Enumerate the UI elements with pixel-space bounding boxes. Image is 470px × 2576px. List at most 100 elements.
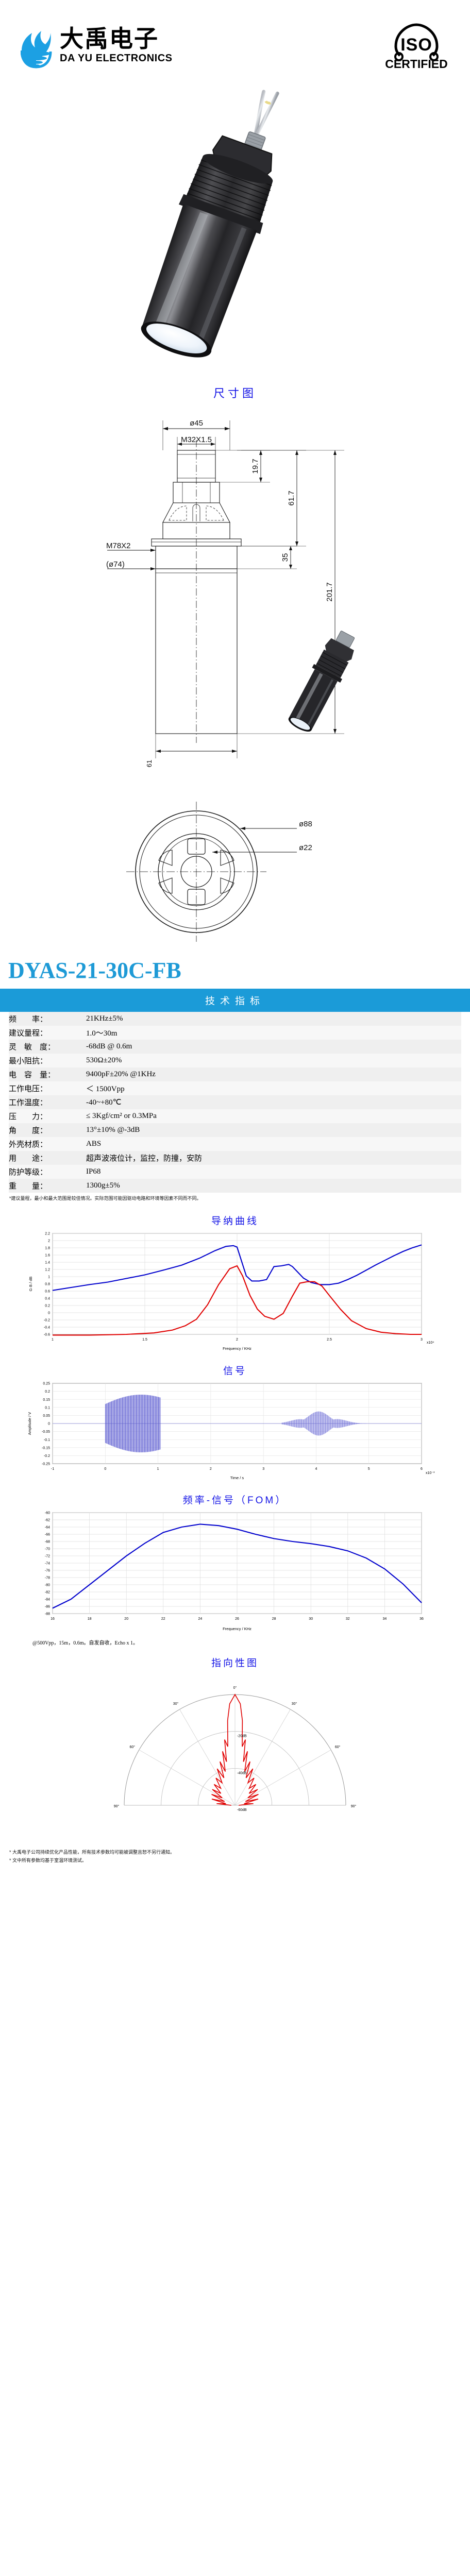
svg-text:18: 18 [88, 1617, 92, 1621]
table-row: 工作电压： ＜ 1500Vpp [9, 1081, 461, 1095]
svg-text:ISO: ISO [400, 35, 432, 55]
svg-text:-0.05: -0.05 [42, 1430, 50, 1434]
svg-text:26: 26 [235, 1617, 239, 1621]
bottom-view-drawing: ø88 ø22 [126, 802, 312, 942]
spec-value: 21KHz±5% [86, 1014, 123, 1023]
svg-text:1.6: 1.6 [45, 1253, 50, 1257]
spec-value: 1.0～30m [86, 1029, 118, 1038]
spec-value: 超声波液位计，监控，防撞，安防 [86, 1155, 203, 1163]
svg-text:3: 3 [421, 1338, 423, 1342]
svg-text:-68: -68 [45, 1540, 50, 1544]
svg-text:0.2: 0.2 [45, 1390, 50, 1394]
svg-text:2: 2 [48, 1239, 50, 1243]
svg-text:2: 2 [210, 1467, 212, 1471]
svg-text:24: 24 [198, 1617, 203, 1621]
spec-key: 外壳材质： [9, 1141, 48, 1149]
table-row: 工作温度： -40~+80℃ [9, 1095, 461, 1109]
svg-text:x10⁻³: x10⁻³ [426, 1471, 435, 1475]
spec-note: *建议量程，最小和最大范围是较佳情况。实际范围可能因驱动电路和环境等因素不同而不… [9, 1196, 202, 1201]
svg-text:2.5: 2.5 [327, 1338, 332, 1342]
dim-bottom-od: ø88 [299, 820, 312, 828]
chart-fom-caption: @500Vpp，15m，0.6m。自发自收，Echo x 1。 [32, 1640, 139, 1646]
svg-text:0.4: 0.4 [45, 1297, 50, 1300]
svg-text:-88: -88 [45, 1612, 50, 1616]
page-header: 大禹电子 DA YU ELECTRONICS ISO CERTIFIED [0, 0, 470, 77]
table-row: 电 容 量： 9400pF±20% @1KHz [9, 1067, 461, 1081]
svg-text:-20dB: -20dB [237, 1734, 247, 1738]
svg-text:-80: -80 [45, 1583, 50, 1587]
svg-text:-76: -76 [45, 1569, 50, 1572]
svg-text:34: 34 [383, 1617, 387, 1621]
dim-h-top: 19.7 [251, 459, 260, 473]
svg-text:-62: -62 [45, 1518, 50, 1522]
svg-text:CERTIFIED: CERTIFIED [385, 57, 447, 70]
svg-text:0: 0 [48, 1311, 50, 1315]
svg-text:1: 1 [48, 1275, 50, 1279]
product-thumbnail [288, 631, 355, 732]
spec-value: IP68 [86, 1167, 101, 1176]
spec-value: 530Ω±20% [86, 1056, 122, 1064]
svg-text:1: 1 [52, 1338, 54, 1342]
svg-text:28: 28 [272, 1617, 276, 1621]
svg-text:0.2: 0.2 [45, 1304, 50, 1308]
svg-text:-60: -60 [45, 1511, 50, 1515]
chart-signal-title: 信号 [223, 1365, 247, 1377]
spec-key: 建议量程： [9, 1029, 48, 1038]
svg-text:-74: -74 [45, 1562, 50, 1565]
chart-admittance-title: 导纳曲线 [211, 1215, 259, 1227]
spec-value: 9400pF±20% @1KHz [86, 1070, 156, 1078]
spec-key: 压 力： [9, 1113, 48, 1121]
svg-text:Frequency / KHz: Frequency / KHz [223, 1626, 251, 1631]
svg-text:4: 4 [315, 1467, 317, 1471]
page-title: DYAS-21-30C-FB [8, 958, 181, 983]
svg-text:36: 36 [419, 1617, 424, 1621]
svg-text:-0.15: -0.15 [42, 1446, 50, 1450]
svg-text:0.6: 0.6 [45, 1290, 50, 1293]
table-row: 角 度： 13°±10% @-3dB [9, 1123, 461, 1137]
svg-text:16: 16 [51, 1617, 55, 1621]
company-name-cn: 大禹电子 [60, 25, 159, 52]
svg-text:-0.25: -0.25 [42, 1462, 50, 1466]
svg-text:-60dB: -60dB [237, 1808, 247, 1812]
svg-text:0.25: 0.25 [43, 1382, 50, 1385]
svg-text:G·B / dB: G·B / dB [28, 1276, 33, 1291]
product-photo [0, 77, 470, 381]
spec-key: 重 量： [9, 1182, 48, 1191]
svg-text:32: 32 [346, 1617, 350, 1621]
svg-text:0: 0 [48, 1422, 50, 1426]
dim-od-body: (ø74) [106, 560, 125, 569]
dim-bottom-id: ø22 [299, 843, 312, 852]
dimension-drawing-section: 尺寸图 [0, 381, 470, 949]
dim-h-total: 201.7 [325, 582, 334, 602]
footer-line-1: * 大禹电子公司持续优化产品性能，所有技术参数均可能被调整且恕不另行通知。 [9, 1849, 175, 1855]
spec-key: 防护等级： [9, 1168, 48, 1177]
svg-text:3: 3 [262, 1467, 264, 1471]
svg-text:1: 1 [157, 1467, 159, 1471]
spec-table-header: 技术指标 [0, 989, 470, 1012]
spec-key: 灵 敏 度： [9, 1043, 56, 1052]
svg-text:0.05: 0.05 [43, 1414, 50, 1418]
chart-admittance-plot: -0.6 -0.4 -0.2 0 0.2 0.4 0.6 0.8 1 1.2 1.4 1.6 1.8 2 2… [28, 1232, 434, 1350]
svg-text:-84: -84 [45, 1598, 50, 1601]
datasheet-page: 大禹电子 DA YU ELECTRONICS ISO CERTIFIED [0, 0, 470, 1863]
svg-text:0: 0 [104, 1467, 106, 1471]
svg-text:-72: -72 [45, 1554, 50, 1558]
company-logo: 大禹电子 DA YU ELECTRONICS [20, 22, 173, 69]
table-row: 最小阻抗： 530Ω±20% [9, 1054, 461, 1067]
svg-text:-66: -66 [45, 1533, 50, 1536]
spec-key: 角 度： [9, 1127, 48, 1135]
table-row: 重 量： 1300g±5% [9, 1179, 461, 1193]
svg-text:60°: 60° [335, 1745, 341, 1749]
svg-text:-0.2: -0.2 [44, 1318, 50, 1322]
svg-text:2.2: 2.2 [45, 1232, 50, 1235]
chart-fom: 频率-信号（FOM） -60 -62 -64 -66 -68 -70 -72 -74 -76 -7… [9, 1489, 461, 1649]
svg-text:-0.2: -0.2 [44, 1454, 50, 1458]
svg-text:-82: -82 [45, 1590, 50, 1594]
footer-line-2: * 文中所有参数均基于室温环境测试。 [9, 1857, 87, 1863]
spec-key: 最小阻抗： [9, 1057, 48, 1065]
table-row: 用 途： 超声波液位计，监控，防撞，安防 [9, 1151, 461, 1165]
spec-value: ABS [86, 1140, 102, 1148]
table-row: 外壳材质： ABS [9, 1137, 461, 1151]
svg-text:0.15: 0.15 [43, 1398, 50, 1401]
spec-key: 电 容 量： [9, 1071, 56, 1079]
